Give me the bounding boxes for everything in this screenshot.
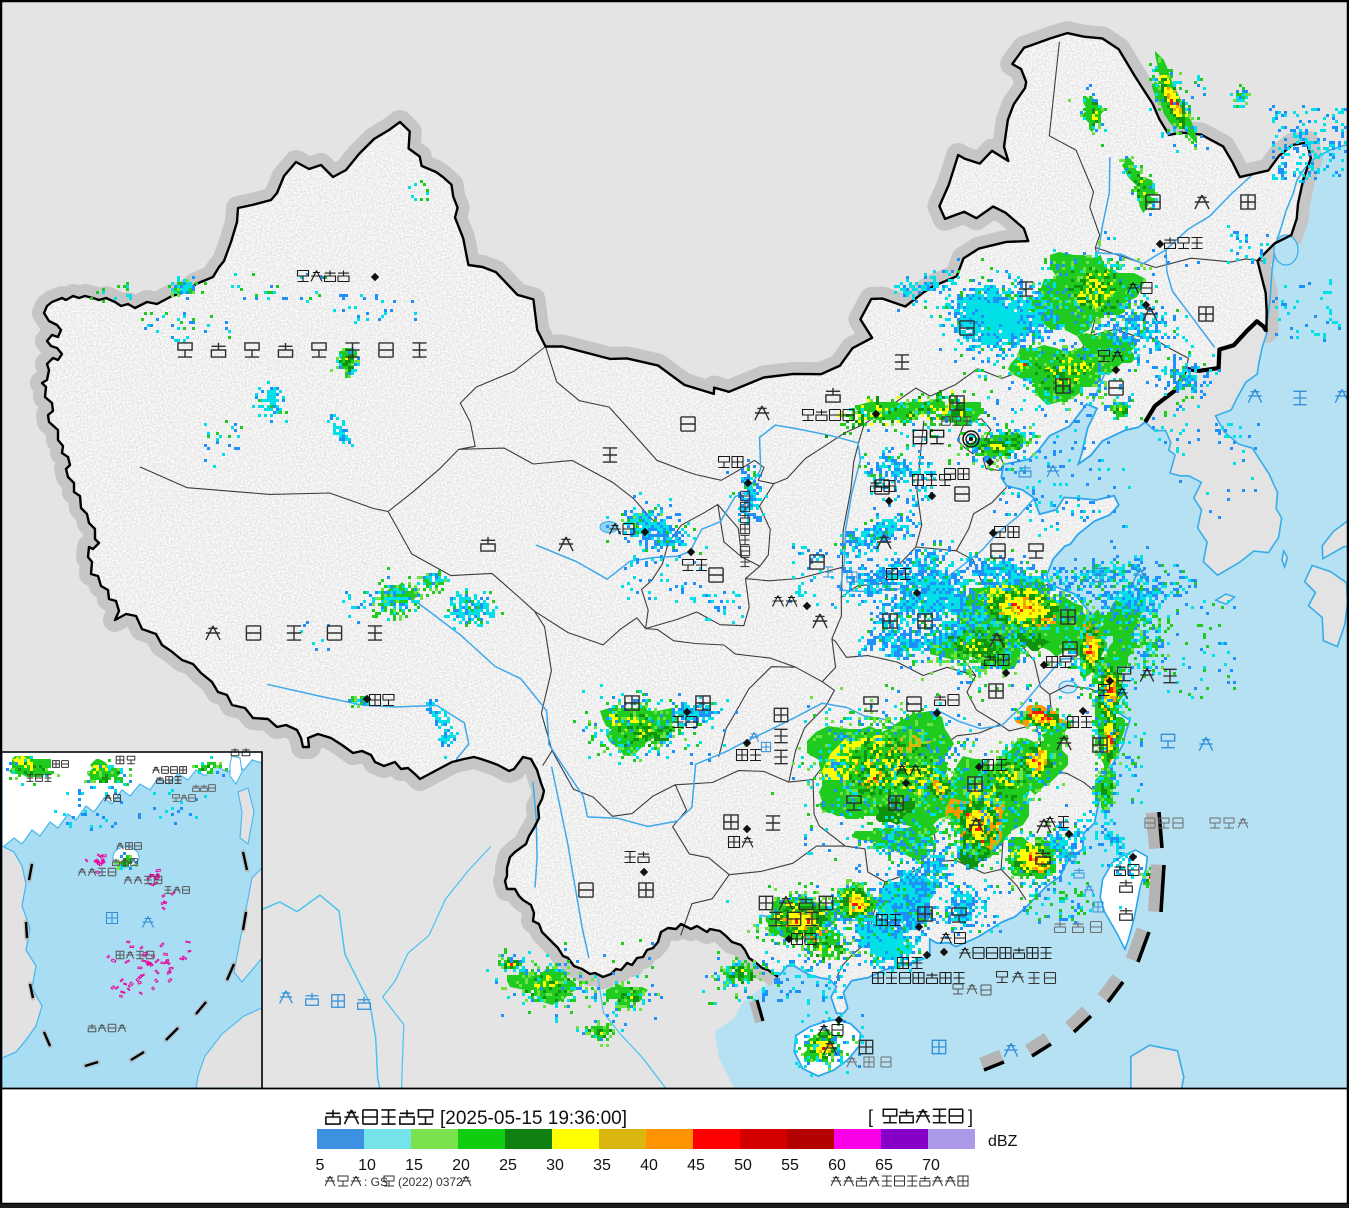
svg-text:]: ] (968, 1107, 973, 1127)
svg-text:50: 50 (734, 1157, 752, 1174)
svg-text:10: 10 (358, 1157, 376, 1174)
svg-text:65: 65 (875, 1157, 893, 1174)
svg-text:15: 15 (405, 1157, 423, 1174)
svg-text:5: 5 (316, 1157, 325, 1174)
svg-text:30: 30 (546, 1157, 564, 1174)
svg-text:40: 40 (640, 1157, 658, 1174)
svg-text:20: 20 (452, 1157, 470, 1174)
svg-text:: GS: : GS (364, 1175, 388, 1189)
svg-text:dBZ: dBZ (988, 1133, 1018, 1150)
svg-text:60: 60 (828, 1157, 846, 1174)
svg-text:[: [ (868, 1107, 873, 1127)
svg-text:45: 45 (687, 1157, 705, 1174)
svg-text:25: 25 (499, 1157, 517, 1174)
svg-text:[2025-05-15 19:36:00]: [2025-05-15 19:36:00] (440, 1108, 627, 1129)
svg-text:55: 55 (781, 1157, 799, 1174)
svg-text:(2022) 0372: (2022) 0372 (398, 1175, 463, 1189)
svg-text:70: 70 (922, 1157, 940, 1174)
svg-text:35: 35 (593, 1157, 611, 1174)
